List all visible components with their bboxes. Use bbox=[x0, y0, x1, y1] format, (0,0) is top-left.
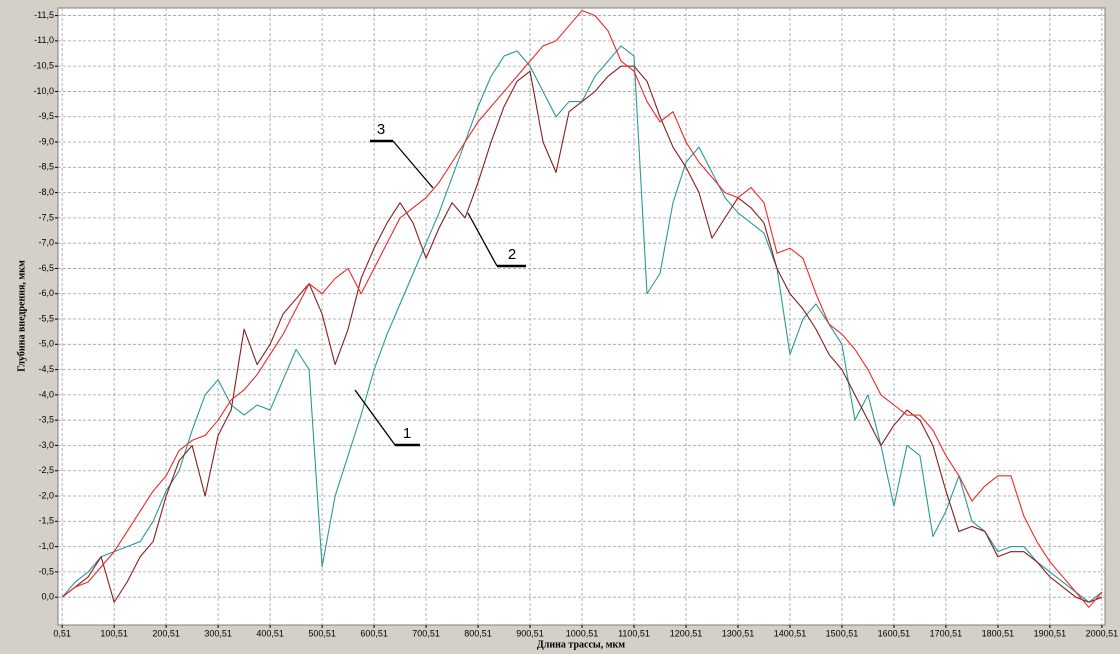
x-tick-label: 1400,51 bbox=[774, 628, 807, 638]
y-tick-label: -5,0 bbox=[38, 339, 54, 349]
annotation-label: 2 bbox=[508, 246, 516, 263]
y-tick-label: -8,0 bbox=[38, 187, 54, 197]
lines bbox=[61, 9, 1103, 608]
annotation-label: 1 bbox=[403, 425, 411, 442]
x-tick-label: 1700,51 bbox=[930, 628, 963, 638]
y-tick-label: -1,0 bbox=[38, 541, 54, 551]
y-tick-label: -5,5 bbox=[38, 313, 54, 323]
y-tick-label: -2,5 bbox=[38, 465, 54, 475]
y-tick-label: -4,5 bbox=[38, 364, 54, 374]
y-tick-label: -0,5 bbox=[38, 566, 54, 576]
y-tick-label: -4,0 bbox=[38, 389, 54, 399]
y-axis-title: Глубина внедрения, мкм bbox=[16, 260, 27, 372]
x-tick-label: 1100,51 bbox=[618, 628, 650, 638]
x-tick-label: 1500,51 bbox=[826, 628, 859, 638]
y-tick-label: -3,0 bbox=[38, 440, 54, 450]
x-tick-label: 1200,51 bbox=[670, 628, 703, 638]
x-tick-label: 600,51 bbox=[360, 628, 388, 638]
x-tick-label: 100,51 bbox=[100, 628, 128, 638]
x-tick-label: 0,51 bbox=[53, 628, 71, 638]
x-tick-label: 1800,51 bbox=[982, 628, 1015, 638]
x-tick-label: 2000,51 bbox=[1086, 628, 1119, 638]
grid: -11,5 -11,0 -10,5 -10,0 -9,5 -9,0 -8,5 -8,0 -7,5… bbox=[33, 8, 1118, 638]
x-tick-label: 700,51 bbox=[412, 628, 440, 638]
annotation-leader bbox=[392, 140, 434, 189]
x-tick-label: 900,51 bbox=[516, 628, 544, 638]
y-tick-label: -11,5 bbox=[34, 10, 54, 20]
y-tick-label: -8,5 bbox=[38, 162, 54, 172]
annotation-leader bbox=[354, 389, 396, 446]
x-tick-label: 500,51 bbox=[308, 628, 336, 638]
x-tick-label: 200,51 bbox=[152, 628, 180, 638]
x-tick-label: 300,51 bbox=[204, 628, 232, 638]
x-axis-title: Длина трассы, мкм bbox=[537, 639, 625, 650]
y-tick-label: -9,5 bbox=[38, 111, 54, 121]
x-tick-label: 1600,51 bbox=[878, 628, 911, 638]
plot-area bbox=[57, 7, 1106, 626]
series-line bbox=[61, 9, 1103, 608]
x-tick-label: 1000,51 bbox=[566, 628, 599, 638]
annotation-leader bbox=[467, 212, 498, 267]
y-tick-label: -2,0 bbox=[38, 490, 54, 500]
y-tick-label: -1,5 bbox=[38, 516, 54, 526]
y-tick-label: -6,5 bbox=[38, 263, 54, 273]
y-tick-label: -7,0 bbox=[38, 238, 54, 248]
x-tick-label: 1300,51 bbox=[722, 628, 755, 638]
y-tick-label: -6,0 bbox=[38, 288, 54, 298]
y-tick-label: -11,0 bbox=[34, 35, 54, 45]
y-tick-label: -10,5 bbox=[33, 61, 54, 71]
series-line bbox=[61, 65, 1103, 603]
x-tick-label: 800,51 bbox=[464, 628, 492, 638]
y-tick-label: -9,0 bbox=[38, 136, 54, 146]
y-tick-label: -3,5 bbox=[38, 415, 54, 425]
y-tick-label: -10,0 bbox=[33, 86, 54, 96]
annotation-label: 3 bbox=[377, 121, 385, 138]
x-tick-label: 400,51 bbox=[256, 628, 284, 638]
x-tick-label: 1900,51 bbox=[1034, 628, 1067, 638]
y-tick-label: 0,0 bbox=[41, 592, 54, 602]
y-tick-label: -7,5 bbox=[38, 212, 54, 222]
